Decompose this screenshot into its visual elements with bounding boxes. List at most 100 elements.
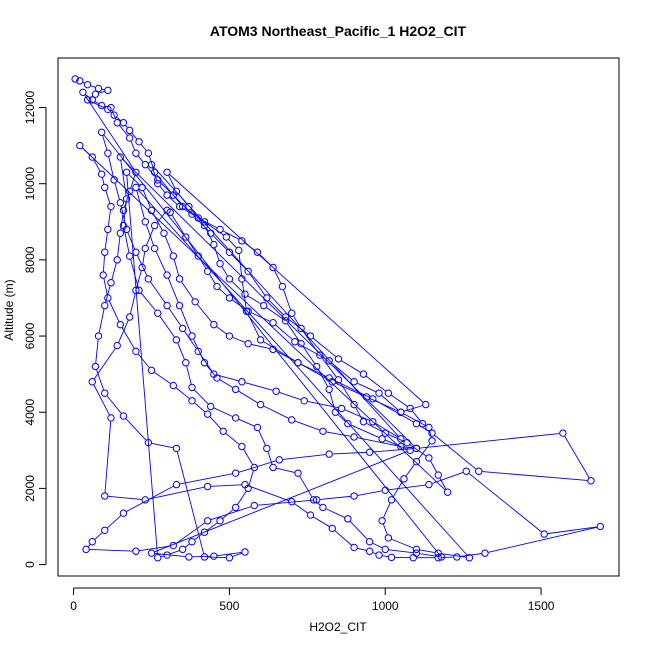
data-point bbox=[203, 410, 212, 418]
data-point bbox=[83, 96, 92, 104]
series-segment bbox=[212, 235, 228, 251]
data-point bbox=[101, 183, 109, 192]
data-point bbox=[160, 229, 168, 237]
data-point bbox=[253, 423, 262, 432]
data-point bbox=[144, 149, 153, 157]
series-segment bbox=[320, 495, 351, 500]
data-point bbox=[418, 419, 427, 428]
data-point bbox=[216, 259, 224, 268]
series-segment bbox=[143, 190, 151, 208]
series-segment bbox=[221, 266, 228, 277]
series-segment bbox=[154, 371, 171, 384]
series-segment bbox=[146, 228, 154, 246]
data-point bbox=[350, 543, 358, 552]
data-point bbox=[188, 538, 196, 546]
data-point bbox=[250, 463, 259, 472]
series-segment bbox=[164, 236, 173, 253]
data-point bbox=[113, 119, 121, 127]
series-segment bbox=[199, 353, 213, 372]
data-point bbox=[241, 290, 249, 298]
data-point bbox=[88, 538, 96, 546]
series-segment bbox=[266, 307, 283, 320]
series-segment bbox=[179, 473, 233, 485]
data-point bbox=[210, 240, 218, 249]
series-segment bbox=[357, 382, 377, 393]
series-segment bbox=[98, 90, 105, 94]
series-segment bbox=[248, 485, 289, 501]
data-point bbox=[188, 210, 196, 218]
data-point bbox=[175, 202, 184, 211]
series-segment bbox=[248, 470, 254, 486]
data-point bbox=[104, 86, 112, 95]
series-segment bbox=[171, 214, 185, 235]
series-segment bbox=[175, 522, 206, 544]
series-segment bbox=[391, 538, 414, 549]
x-axis: 0 500 1000 1500 bbox=[70, 587, 555, 613]
series-segment bbox=[142, 251, 146, 265]
data-point bbox=[362, 393, 371, 401]
series-segment bbox=[194, 402, 206, 413]
data-point bbox=[119, 206, 128, 215]
series-segment bbox=[243, 449, 253, 465]
series-segment bbox=[201, 219, 218, 229]
y-tick-label: 4000 bbox=[23, 399, 37, 426]
series-segment bbox=[101, 88, 105, 91]
data-point bbox=[306, 511, 315, 519]
data-point bbox=[88, 96, 96, 104]
series-segment bbox=[194, 533, 202, 540]
series-segment bbox=[197, 304, 212, 323]
data-point bbox=[172, 480, 181, 489]
data-point bbox=[269, 463, 277, 472]
series-segment bbox=[214, 247, 220, 261]
data-point bbox=[144, 275, 153, 283]
data-point bbox=[116, 320, 125, 329]
data-point bbox=[425, 423, 433, 432]
data-point bbox=[235, 246, 243, 255]
y-tick-label: 8000 bbox=[23, 246, 37, 273]
data-point bbox=[216, 225, 224, 234]
data-point bbox=[350, 433, 358, 441]
data-point bbox=[281, 317, 290, 325]
series-segment bbox=[102, 135, 108, 150]
series-segment bbox=[276, 467, 295, 473]
data-point bbox=[269, 345, 277, 354]
data-point bbox=[169, 252, 178, 260]
series-segment bbox=[96, 369, 105, 391]
series-segment bbox=[307, 401, 339, 409]
series-segment bbox=[120, 213, 124, 230]
series-segment bbox=[127, 232, 136, 250]
series-segment bbox=[232, 552, 242, 557]
series-segment bbox=[176, 451, 205, 554]
series-segment bbox=[217, 374, 239, 382]
data-point bbox=[384, 534, 393, 542]
data-point bbox=[122, 225, 131, 234]
y-tick-label: 12000 bbox=[23, 91, 37, 125]
series-segment bbox=[119, 125, 128, 136]
data-point bbox=[325, 385, 333, 394]
series-segment bbox=[294, 420, 320, 431]
data-point bbox=[378, 517, 386, 525]
series-segment bbox=[131, 132, 138, 140]
data-point bbox=[481, 549, 489, 557]
data-point bbox=[244, 339, 252, 348]
series-segment bbox=[430, 460, 437, 473]
data-point bbox=[253, 248, 262, 256]
data-point bbox=[319, 427, 327, 435]
data-point bbox=[397, 435, 405, 443]
series-segment bbox=[93, 384, 110, 416]
series-segment bbox=[107, 209, 111, 226]
data-point bbox=[154, 554, 162, 562]
series-segment bbox=[105, 190, 111, 204]
data-point bbox=[350, 400, 358, 409]
series-segment bbox=[104, 232, 108, 249]
series-segment bbox=[326, 431, 351, 437]
data-point bbox=[147, 549, 156, 557]
data-point bbox=[465, 554, 474, 562]
series-segment bbox=[210, 506, 252, 521]
data-point bbox=[141, 496, 149, 504]
data-point bbox=[203, 267, 212, 275]
series-segment bbox=[130, 175, 136, 189]
series-segment bbox=[372, 542, 383, 549]
data-point bbox=[238, 237, 246, 245]
